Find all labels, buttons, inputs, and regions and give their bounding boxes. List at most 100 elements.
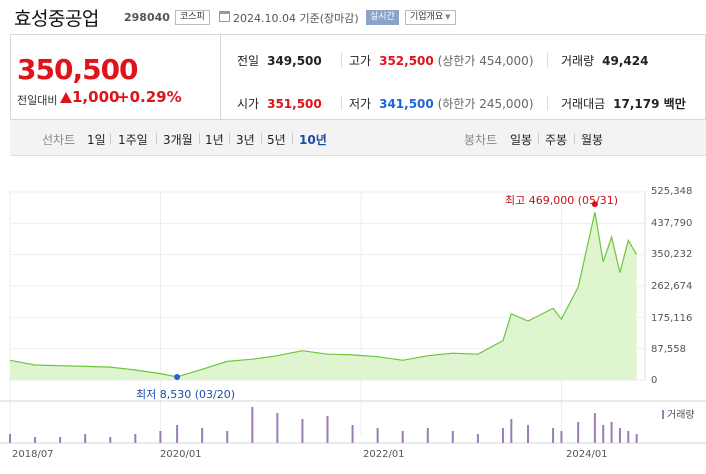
stat-value: 351,500 <box>267 97 322 111</box>
company-info-dropdown[interactable]: 기업개요 ▼ <box>405 10 456 25</box>
stock-code: 298040 <box>124 11 170 24</box>
divider <box>199 133 200 144</box>
divider <box>547 96 548 110</box>
stat-prev-close: 전일 349,500 <box>237 52 322 69</box>
volume-legend-swatch <box>662 410 664 419</box>
stock-header: 효성중공업 298040 코스피 2024.10.04 기준(장마감) 실시간 … <box>0 0 706 34</box>
volume-legend: 거래량 <box>662 406 695 421</box>
tab-3y[interactable]: 3년 <box>236 133 255 147</box>
divider <box>292 133 293 144</box>
stat-value: 352,500 <box>379 54 434 68</box>
volume-bar <box>527 425 530 443</box>
candle-chart-label: 봉차트 <box>464 133 498 147</box>
realtime-button[interactable]: 실시간 <box>366 10 399 25</box>
y-tick-label: 437,790 <box>651 218 693 229</box>
current-price: 350,500 <box>17 53 139 86</box>
calendar-icon <box>219 11 230 22</box>
volume-bar <box>501 428 504 443</box>
stat-value: 49,424 <box>602 54 649 68</box>
volume-bar <box>627 431 630 443</box>
x-tick-label: 2024/01 <box>566 449 608 460</box>
line-chart-label: 선차트 <box>42 133 76 147</box>
y-tick-label: 262,674 <box>651 281 693 292</box>
change-label: 전일대비 <box>17 94 58 107</box>
volume-bar <box>602 425 605 443</box>
stock-name: 효성중공업 <box>14 8 99 30</box>
tab-monthly[interactable]: 월봉 <box>581 133 604 147</box>
current-price-box: 350,500 전일대비 1,000 +0.29% <box>11 35 221 119</box>
divider <box>110 133 111 144</box>
volume-bar <box>34 437 37 443</box>
price-chart[interactable]: 525,348 437,790 350,232 262,674 175,116 … <box>0 175 706 474</box>
y-tick-label: 0 <box>651 375 658 386</box>
company-info-label: 기업개요 <box>410 12 444 22</box>
market-badge: 코스피 <box>175 10 210 25</box>
volume-bar <box>84 434 87 443</box>
volume-bar <box>276 413 279 443</box>
volume-bar <box>176 425 179 443</box>
stat-low: 저가 341,500 (하한가 245,000) <box>349 95 534 112</box>
volume-legend-label: 거래량 <box>667 410 695 421</box>
volume-bar <box>351 425 354 443</box>
tab-10y[interactable]: 10년 <box>299 133 327 147</box>
volume-bar <box>635 434 638 443</box>
divider <box>156 133 157 144</box>
divider <box>229 133 230 144</box>
tab-1d[interactable]: 1일 <box>87 133 106 147</box>
volume-bar <box>577 422 580 443</box>
upper-limit: (상한가 454,000) <box>437 54 534 68</box>
tab-3m[interactable]: 3개월 <box>163 133 193 147</box>
y-tick-label: 87,558 <box>651 344 686 355</box>
tab-daily[interactable]: 일봉 <box>510 133 533 147</box>
volume-bar <box>426 428 429 443</box>
volume-bar <box>476 434 479 443</box>
price-area <box>10 212 637 380</box>
stat-high: 고가 352,500 (상한가 454,000) <box>349 52 534 69</box>
stat-open: 시가 351,500 <box>237 95 322 112</box>
volume-bar <box>401 431 404 443</box>
volume-bar <box>552 428 555 443</box>
stat-label: 고가 <box>349 54 372 68</box>
divider <box>574 133 575 144</box>
stat-label: 거래대금 <box>561 97 606 111</box>
volume-bar <box>226 431 229 443</box>
y-tick-label: 350,232 <box>651 249 693 260</box>
stat-amount: 거래대금 17,179 백만 <box>561 95 686 112</box>
low-marker <box>174 373 181 380</box>
volume-bar <box>560 431 563 443</box>
change-value: 1,000 <box>72 88 120 106</box>
stat-value: 17,179 백만 <box>613 97 686 111</box>
tab-5y[interactable]: 5년 <box>267 133 286 147</box>
divider <box>341 96 342 110</box>
divider <box>341 53 342 67</box>
stat-label: 거래량 <box>561 54 595 68</box>
volume-bar <box>109 437 112 443</box>
volume-bar <box>301 419 304 443</box>
stat-label: 전일 <box>237 54 260 68</box>
divider <box>547 53 548 67</box>
stat-label: 저가 <box>349 97 372 111</box>
base-date: 2024.10.04 기준(장마감) <box>233 10 359 26</box>
low-annotation: 최저 8,530 (03/20) <box>136 388 236 401</box>
volume-bar <box>134 434 137 443</box>
tab-weekly[interactable]: 주봉 <box>545 133 568 147</box>
volume-bar <box>376 428 379 443</box>
stat-value: 349,500 <box>267 54 322 68</box>
volume-bar <box>451 431 454 443</box>
high-marker <box>591 201 598 208</box>
date-value: 2024.10.04 <box>233 12 296 25</box>
y-tick-label: 175,116 <box>651 313 693 324</box>
date-note: 기준(장마감) <box>299 12 359 25</box>
volume-bar <box>618 428 621 443</box>
tab-1y[interactable]: 1년 <box>205 133 224 147</box>
high-annotation: 최고 469,000 (05/31) <box>505 194 619 207</box>
volume-bar <box>59 437 62 443</box>
tab-1w[interactable]: 1주일 <box>118 133 148 147</box>
stat-volume: 거래량 49,424 <box>561 52 648 69</box>
price-chart-svg[interactable] <box>0 175 706 474</box>
chevron-down-icon: ▼ <box>445 13 451 21</box>
volume-bar <box>610 422 613 443</box>
stat-label: 시가 <box>237 97 260 111</box>
price-panel: 350,500 전일대비 1,000 +0.29% 전일 349,500 고가 35… <box>10 34 706 120</box>
x-tick-label: 2018/07 <box>12 449 54 460</box>
